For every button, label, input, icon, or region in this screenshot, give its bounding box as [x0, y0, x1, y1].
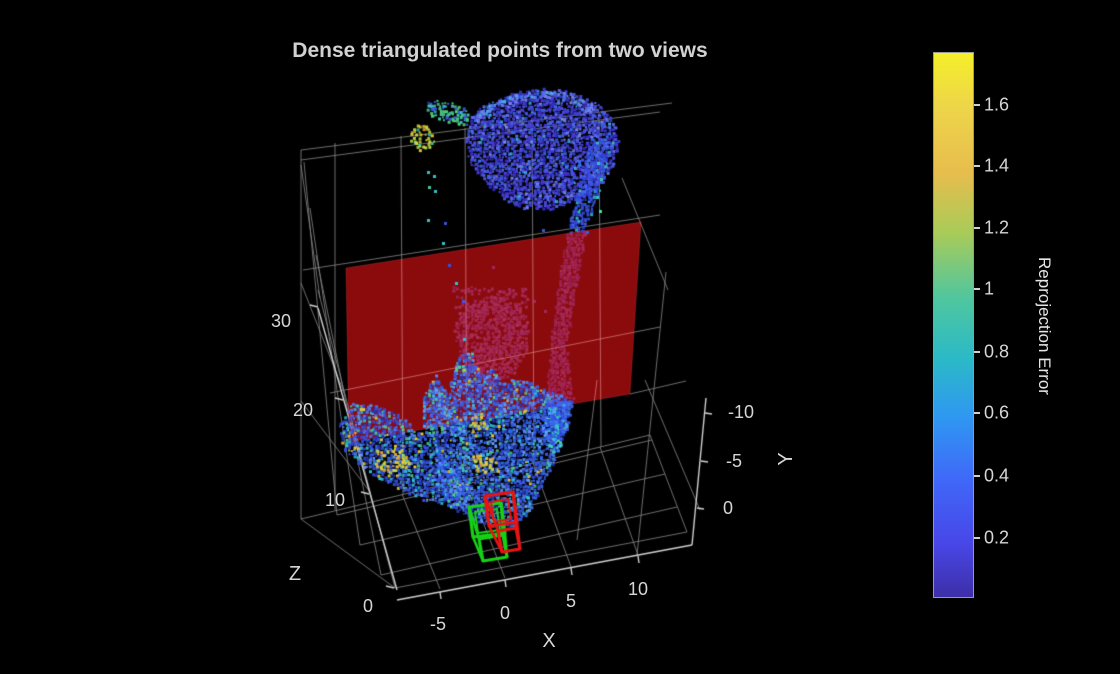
x-axis-tick-0: 0	[499, 603, 511, 623]
colorbar-tick-mark	[974, 412, 980, 414]
x-axis-label: X	[542, 630, 556, 652]
z-axis-tick-30: 30	[270, 311, 292, 331]
x-axis-tick-10: 10	[627, 579, 649, 599]
y-axis-tick-0: 0	[722, 498, 734, 518]
colorbar	[933, 52, 974, 598]
colorbar-tick-mark	[974, 227, 980, 229]
y-axis-label: Y	[775, 452, 797, 466]
y-axis-tick-neg5: -5	[725, 451, 743, 471]
colorbar-tick-label: 0.4	[984, 465, 1010, 486]
colorbar-tick-mark	[974, 351, 980, 353]
z-axis-label: Z	[288, 563, 302, 585]
colorbar-tick-label: 0.6	[984, 402, 1010, 423]
colorbar-tick-label: 0.2	[984, 527, 1010, 548]
colorbar-tick-mark	[974, 288, 980, 290]
colorbar-tick-label: 1.2	[984, 217, 1010, 238]
colorbar-label: Reprojection Error	[1035, 257, 1054, 395]
colorbar-tick-mark	[974, 475, 980, 477]
colorbar-tick-mark	[974, 165, 980, 167]
x-axis-tick-neg5: -5	[429, 614, 447, 634]
z-axis-tick-10: 10	[324, 490, 346, 510]
colorbar-tick-label: 1	[984, 278, 995, 299]
x-axis-tick-5: 5	[565, 591, 577, 611]
colorbar-tick-mark	[974, 537, 980, 539]
colorbar-tick-label: 0.8	[984, 341, 1010, 362]
z-axis-tick-0: 0	[362, 596, 374, 616]
figure-title: Dense triangulated points from two views	[292, 39, 708, 62]
colorbar-tick-label: 1.6	[984, 94, 1010, 115]
z-axis-tick-20: 20	[292, 400, 314, 420]
colorbar-tick-mark	[974, 104, 980, 106]
y-axis-tick-neg10: -10	[727, 402, 755, 422]
colorbar-tick-label: 1.4	[984, 155, 1010, 176]
